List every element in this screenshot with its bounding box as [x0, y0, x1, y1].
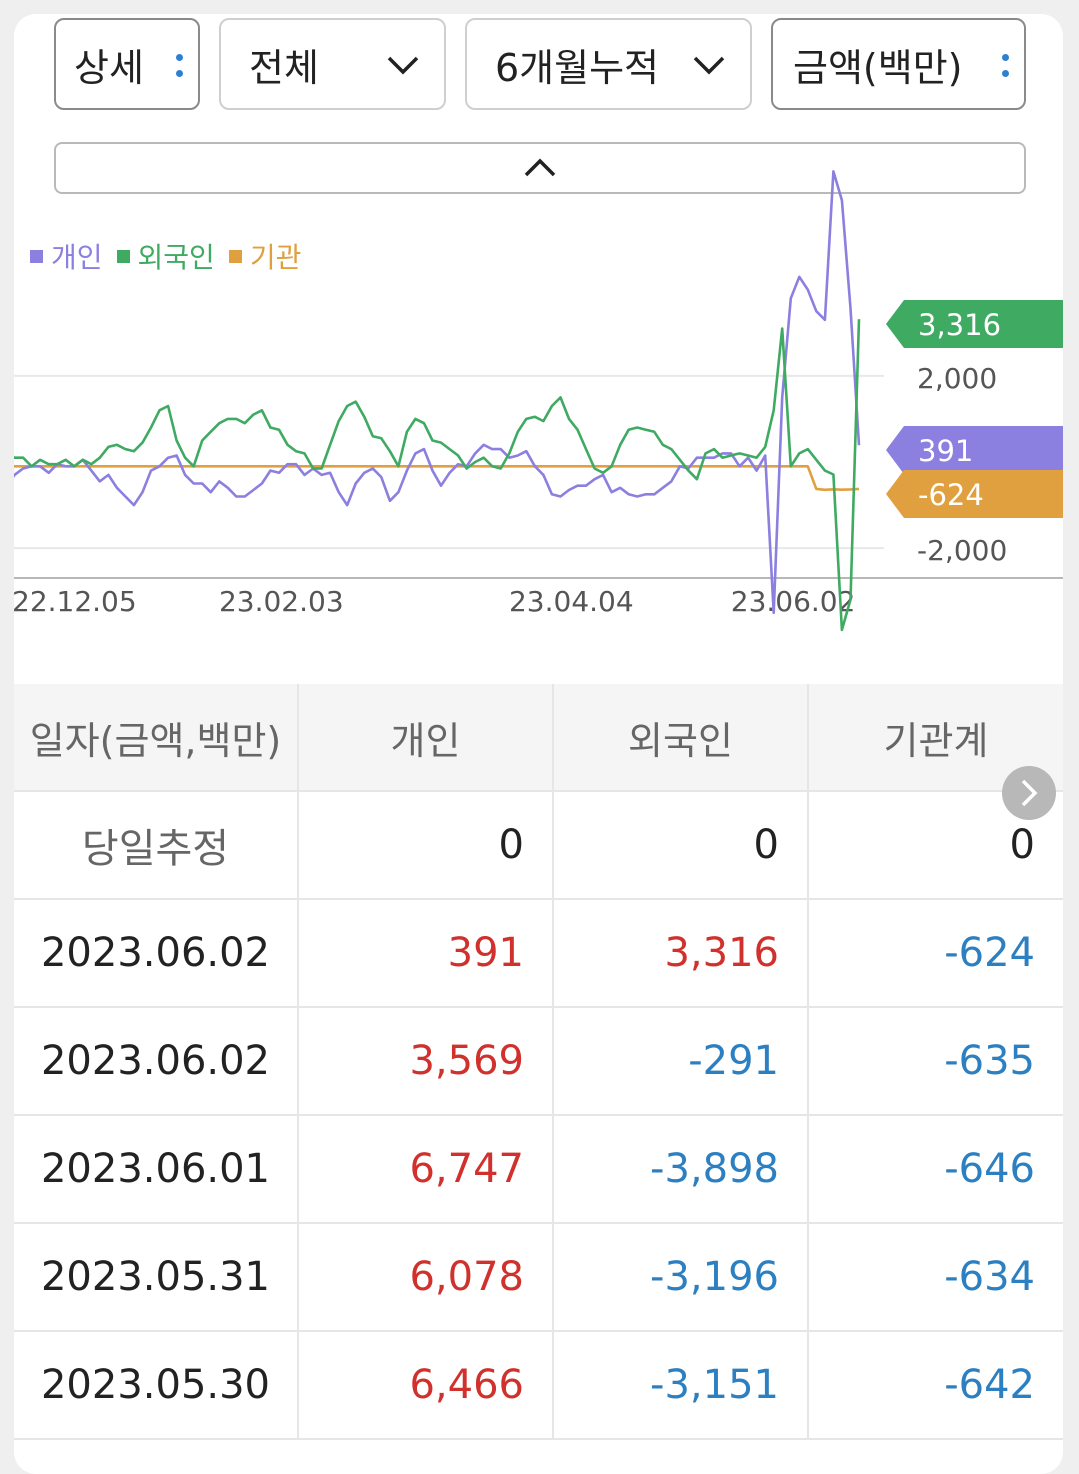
date-cell: 2023.06.02: [14, 900, 299, 1006]
foreign-cell: -3,898: [554, 1116, 809, 1222]
unit-select[interactable]: 금액(백만): [771, 18, 1026, 110]
table-row[interactable]: 2023.05.31 6,078 -3,196 -634: [14, 1224, 1063, 1332]
legend-swatch: [116, 249, 130, 263]
last-value-label: 391: [918, 434, 973, 468]
date-cell: 2023.05.31: [14, 1224, 299, 1330]
x-tick-label: 23.02.03: [219, 585, 344, 618]
chevron-right-icon: [1021, 779, 1038, 807]
header-foreign: 외국인: [554, 684, 809, 790]
institution-cell: -624: [944, 930, 1035, 976]
last-value-badge: [886, 470, 1063, 518]
table-row[interactable]: 2023.06.01 6,747 -3,898 -646: [14, 1116, 1063, 1224]
individual-cell: 391: [299, 900, 554, 1006]
vertical-dots-icon: [1002, 54, 1010, 86]
x-tick-label: 23.06.02: [731, 585, 856, 618]
period-select[interactable]: 6개월누적: [465, 18, 752, 110]
header-date: 일자(금액,백만): [14, 684, 299, 790]
date-cell: 2023.06.02: [14, 1008, 299, 1114]
table-body: 당일추정 0 0 0 2023.06.02 391 3,316 -624 2023.06.02 3…: [14, 792, 1063, 1440]
last-value-label: 3,316: [918, 308, 1001, 342]
y-tick-label: -2,000: [917, 534, 1007, 567]
individual-cell: 6,747: [299, 1116, 554, 1222]
foreign-cell: -3,151: [554, 1332, 809, 1438]
date-cell: 당일추정: [14, 792, 299, 898]
scope-select[interactable]: 전체: [219, 18, 446, 110]
date-cell: 2023.06.01: [14, 1116, 299, 1222]
individual-cell: 0: [299, 792, 554, 898]
legend-swatch: [228, 249, 242, 263]
table-row[interactable]: 2023.05.30 6,466 -3,151 -642: [14, 1332, 1063, 1440]
institution-cell: 0: [1009, 822, 1035, 868]
last-value-label: -624: [918, 478, 984, 512]
table-row[interactable]: 2023.06.02 3,569 -291 -635: [14, 1008, 1063, 1116]
legend-label: 외국인: [137, 241, 215, 274]
institution-cell: -634: [944, 1254, 1035, 1300]
series-line-foreign: [14, 319, 861, 632]
table-row[interactable]: 2023.06.02 391 3,316 -624: [14, 900, 1063, 1008]
period-select-label: 6개월누적: [495, 45, 660, 90]
chevron-up-icon: [524, 158, 556, 177]
individual-cell: 6,078: [299, 1224, 554, 1330]
foreign-cell: 3,316: [554, 900, 809, 1006]
date-cell: 2023.05.30: [14, 1332, 299, 1438]
legend-label: 기관: [249, 241, 302, 274]
series-line-institution: [14, 464, 860, 492]
header-individual: 개인: [299, 684, 554, 790]
investor-table: 일자(금액,백만) 개인 외국인 기관계 당일추정 0 0 0 2023.06.02 39…: [14, 684, 1063, 1440]
y-tick-label: 2,000: [917, 362, 997, 395]
investor-trend-card: 상세 전체 6개월누적 금액(백만) 개인 외국인 기관: [14, 14, 1063, 1474]
legend-swatch: [30, 249, 43, 263]
foreign-cell: -3,196: [554, 1224, 809, 1330]
last-value-badge: [886, 426, 1063, 474]
x-tick-label: 23.04.04: [509, 585, 634, 618]
individual-cell: 3,569: [299, 1008, 554, 1114]
table-header-row: 일자(금액,백만) 개인 외국인 기관계: [14, 684, 1063, 792]
series-line-individual: [14, 170, 861, 615]
detail-select-label: 상세: [74, 45, 144, 90]
chevron-down-icon: [693, 56, 725, 75]
legend-item-individual: 개인: [30, 236, 103, 276]
investor-line-chart: 2,000 -2,000 22.12.05 23.02.03 23.04.04 23.06…: [14, 170, 1063, 632]
next-columns-button[interactable]: [1002, 766, 1056, 820]
institution-cell: -635: [944, 1038, 1035, 1084]
table-row[interactable]: 당일추정 0 0 0: [14, 792, 1063, 900]
foreign-cell: 0: [554, 792, 809, 898]
last-value-badge: [886, 300, 1063, 348]
institution-cell: -642: [944, 1362, 1035, 1408]
header-institution: 기관계: [883, 718, 989, 763]
scope-select-label: 전체: [249, 45, 319, 90]
institution-cell: -646: [944, 1146, 1035, 1192]
foreign-cell: -291: [554, 1008, 809, 1114]
x-tick-label: 22.12.05: [14, 585, 137, 618]
legend-label: 개인: [51, 241, 103, 274]
legend-item-institution: 기관: [228, 236, 302, 276]
individual-cell: 6,466: [299, 1332, 554, 1438]
collapse-toggle[interactable]: [54, 142, 1026, 194]
chevron-down-icon: [387, 56, 419, 75]
unit-select-label: 금액(백만): [793, 45, 963, 90]
chart-legend: 개인 외국인 기관: [30, 236, 301, 276]
filter-bar: 상세 전체 6개월누적 금액(백만): [14, 14, 1063, 124]
legend-item-foreign: 외국인: [116, 236, 215, 276]
detail-select[interactable]: 상세: [54, 18, 200, 110]
vertical-dots-icon: [176, 54, 184, 86]
